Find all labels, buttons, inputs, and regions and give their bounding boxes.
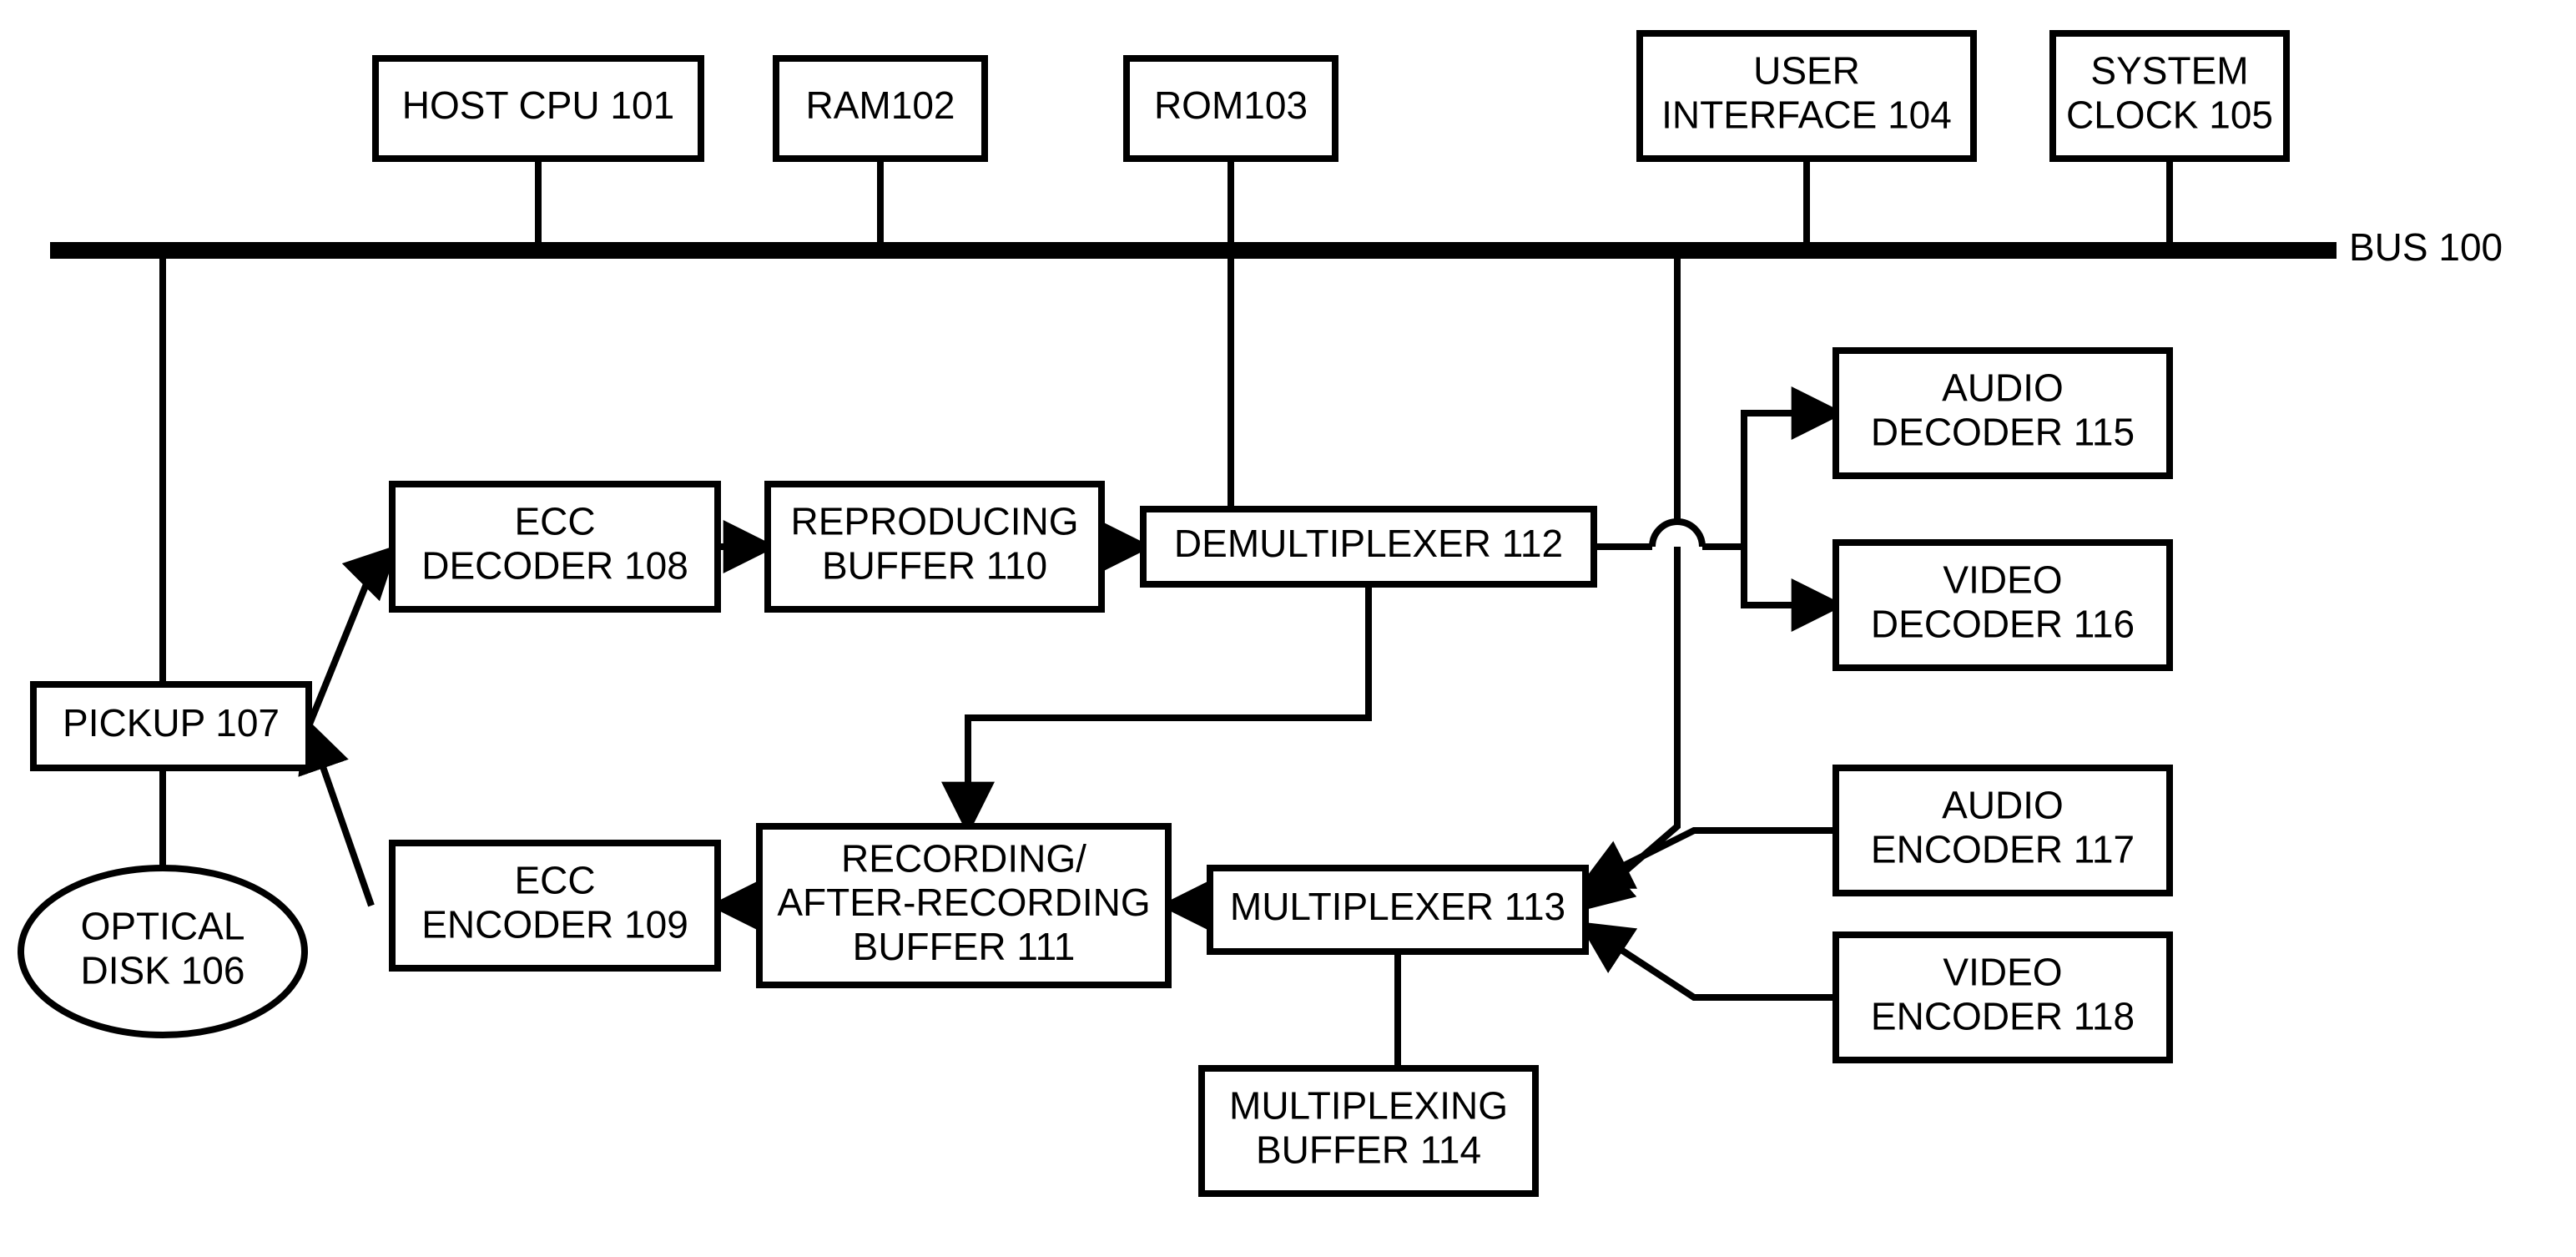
block-mux_buf: MULTIPLEXINGBUFFER 114 [1202, 1068, 1535, 1194]
block-label: DECODER 108 [421, 544, 688, 588]
block-rep_buf: REPRODUCINGBUFFER 110 [768, 484, 1101, 609]
block-label: DECODER 115 [1871, 411, 2135, 454]
block-ecc_dec: ECCDECODER 108 [392, 484, 718, 609]
block-label: AFTER-RECORDING [777, 881, 1150, 924]
block-label: BUFFER 111 [853, 925, 1076, 968]
block-label: DECODER 116 [1871, 603, 2135, 646]
block-label: ECC [514, 859, 595, 902]
block-label: CLOCK 105 [2066, 93, 2273, 137]
block-label: ROM103 [1154, 83, 1308, 127]
block-label: MULTIPLEXER 113 [1230, 885, 1565, 928]
block-ui: USERINTERFACE 104 [1640, 33, 1974, 159]
block-vid_enc: VIDEOENCODER 118 [1836, 935, 2170, 1060]
block-label: SYSTEM [2090, 49, 2248, 93]
block-label: USER [1753, 49, 1860, 93]
block-ecc_enc: ECCENCODER 109 [392, 843, 718, 968]
block-label: AUDIO [1942, 784, 2064, 827]
block-label: MULTIPLEXING [1229, 1084, 1508, 1128]
block-ram: RAM102 [776, 58, 985, 159]
block-demux: DEMULTIPLEXER 112 [1143, 509, 1594, 584]
optical-disk-label: DISK 106 [81, 949, 245, 992]
connector [968, 584, 1369, 826]
block-label: RECORDING/ [841, 836, 1086, 880]
block-label: BUFFER 110 [822, 544, 1047, 588]
block-label: HOST CPU 101 [402, 83, 674, 127]
block-label: VIDEO [1943, 558, 2062, 602]
block-label: INTERFACE 104 [1661, 93, 1952, 137]
block-vid_dec: VIDEODECODER 116 [1836, 543, 2170, 668]
block-rom: ROM103 [1127, 58, 1335, 159]
block-label: REPRODUCING [790, 500, 1078, 543]
block-label: PICKUP 107 [63, 701, 280, 745]
block-host_cpu: HOST CPU 101 [376, 58, 701, 159]
connector [1744, 547, 1836, 605]
block-label: ENCODER 118 [1871, 995, 2135, 1038]
line-bridge [1652, 522, 1702, 547]
connector [309, 551, 392, 726]
block-label: BUFFER 114 [1256, 1128, 1481, 1172]
connector [1702, 413, 1836, 547]
block-pickup: PICKUP 107 [33, 684, 309, 768]
block-label: ENCODER 109 [421, 903, 688, 947]
block-label: ECC [514, 500, 595, 543]
block-mux: MULTIPLEXER 113 [1210, 868, 1585, 952]
connector [309, 726, 371, 906]
block-aud_enc: AUDIOENCODER 117 [1836, 768, 2170, 893]
block-label: DEMULTIPLEXER 112 [1174, 522, 1563, 565]
block-label: RAM102 [806, 83, 955, 127]
block-rec_buf: RECORDING/AFTER-RECORDINGBUFFER 111 [759, 826, 1168, 985]
bus-label: BUS 100 [2349, 225, 2503, 269]
block-label: ENCODER 117 [1871, 828, 2135, 871]
block-sysclk: SYSTEMCLOCK 105 [2053, 33, 2286, 159]
optical-disk: OPTICALDISK 106 [21, 868, 305, 1035]
block-aud_dec: AUDIODECODER 115 [1836, 351, 2170, 476]
connector [1585, 926, 1836, 997]
block-label: VIDEO [1943, 951, 2062, 994]
block-label: AUDIO [1942, 366, 2064, 410]
optical-disk-label: OPTICAL [81, 905, 245, 948]
